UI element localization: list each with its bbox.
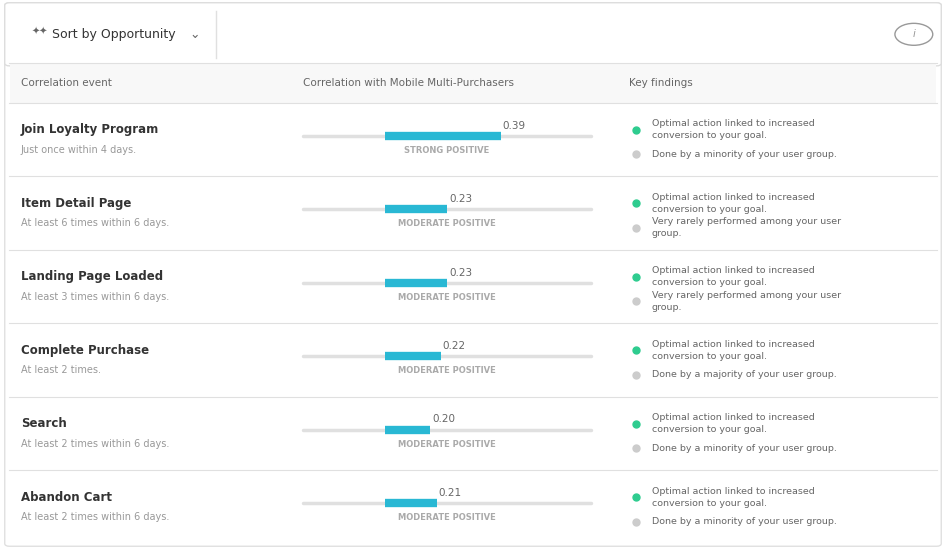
Text: MODERATE POSITIVE: MODERATE POSITIVE: [398, 440, 496, 449]
Text: MODERATE POSITIVE: MODERATE POSITIVE: [398, 366, 496, 376]
Text: Very rarely performed among your user
group.: Very rarely performed among your user gr…: [652, 291, 841, 312]
Text: 0.20: 0.20: [432, 414, 455, 424]
Text: Join Loyalty Program: Join Loyalty Program: [21, 124, 159, 136]
Text: ✦✦: ✦✦: [31, 26, 47, 37]
Text: Just once within 4 days.: Just once within 4 days.: [21, 145, 137, 155]
FancyBboxPatch shape: [5, 3, 941, 66]
Text: Correlation with Mobile Multi-Purchasers: Correlation with Mobile Multi-Purchasers: [303, 78, 514, 88]
Text: Search: Search: [21, 417, 66, 430]
Text: Optimal action linked to increased
conversion to your goal.: Optimal action linked to increased conve…: [652, 193, 815, 214]
Text: Optimal action linked to increased
conversion to your goal.: Optimal action linked to increased conve…: [652, 266, 815, 287]
Text: Done by a minority of your user group.: Done by a minority of your user group.: [652, 150, 836, 159]
Text: Very rarely performed among your user
group.: Very rarely performed among your user gr…: [652, 217, 841, 238]
Text: 0.21: 0.21: [439, 488, 462, 498]
Text: Done by a majority of your user group.: Done by a majority of your user group.: [652, 370, 836, 379]
Text: At least 6 times within 6 days.: At least 6 times within 6 days.: [21, 218, 169, 228]
Text: Optimal action linked to increased
conversion to your goal.: Optimal action linked to increased conve…: [652, 340, 815, 361]
Text: Optimal action linked to increased
conversion to your goal.: Optimal action linked to increased conve…: [652, 120, 815, 140]
Text: At least 2 times within 6 days.: At least 2 times within 6 days.: [21, 512, 169, 522]
Text: Done by a minority of your user group.: Done by a minority of your user group.: [652, 444, 836, 453]
Text: At least 3 times within 6 days.: At least 3 times within 6 days.: [21, 292, 169, 301]
FancyBboxPatch shape: [5, 3, 941, 546]
Text: Correlation event: Correlation event: [21, 78, 112, 88]
Text: STRONG POSITIVE: STRONG POSITIVE: [404, 146, 490, 155]
Text: Sort by Opportunity: Sort by Opportunity: [52, 28, 176, 41]
Text: MODERATE POSITIVE: MODERATE POSITIVE: [398, 293, 496, 302]
Text: Key findings: Key findings: [629, 78, 692, 88]
Text: Item Detail Page: Item Detail Page: [21, 197, 131, 210]
Text: MODERATE POSITIVE: MODERATE POSITIVE: [398, 220, 496, 228]
Text: MODERATE POSITIVE: MODERATE POSITIVE: [398, 513, 496, 522]
Text: 0.22: 0.22: [443, 341, 465, 351]
Text: At least 2 times.: At least 2 times.: [21, 365, 101, 375]
Text: ⌄: ⌄: [189, 28, 200, 41]
Text: Optimal action linked to increased
conversion to your goal.: Optimal action linked to increased conve…: [652, 487, 815, 508]
Text: Abandon Cart: Abandon Cart: [21, 491, 112, 504]
Text: 0.23: 0.23: [448, 194, 472, 204]
Text: Done by a minority of your user group.: Done by a minority of your user group.: [652, 517, 836, 526]
Text: Complete Purchase: Complete Purchase: [21, 344, 149, 357]
Text: Optimal action linked to increased
conversion to your goal.: Optimal action linked to increased conve…: [652, 413, 815, 434]
Text: 0.39: 0.39: [502, 121, 526, 131]
Text: i: i: [912, 29, 916, 40]
FancyBboxPatch shape: [10, 63, 936, 103]
Text: 0.23: 0.23: [448, 267, 472, 278]
Text: At least 2 times within 6 days.: At least 2 times within 6 days.: [21, 439, 169, 449]
Text: Landing Page Loaded: Landing Page Loaded: [21, 270, 163, 283]
